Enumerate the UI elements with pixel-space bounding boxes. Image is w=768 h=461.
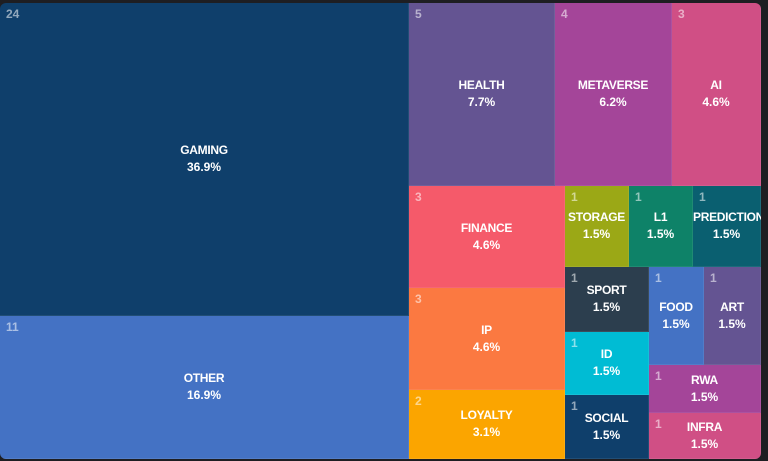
tile-percent: 7.7% (467, 95, 496, 109)
tile-health[interactable]: 5 HEALTH 7.7% (409, 3, 555, 186)
tile-percent: 1.5% (592, 300, 621, 314)
tile-label: METAVERSE 6.2% (555, 77, 671, 111)
tile-name: PREDICTION (693, 210, 761, 224)
treemap-frame: 24 GAMING 36.9% 11 OTHER 16.9% 5 HEALTH 7.7% 4 MET… (0, 3, 761, 459)
tile-percent: 1.5% (690, 389, 719, 404)
tile-social[interactable]: 1 SOCIAL 1.5% (565, 395, 649, 459)
tile-count: 1 (571, 336, 578, 350)
tile-sport[interactable]: 1 SPORT 1.5% (565, 267, 649, 332)
tile-storage[interactable]: 1 STORAGE 1.5% (565, 186, 629, 267)
tile-count: 3 (415, 292, 422, 306)
tile-label: GAMING 36.9% (0, 142, 408, 176)
tile-label: SOCIAL 1.5% (565, 410, 648, 444)
tile-id[interactable]: 1 ID 1.5% (565, 332, 649, 395)
tile-name: SOCIAL (584, 410, 629, 425)
tile-count: 1 (571, 399, 578, 413)
tile-name: FINANCE (460, 220, 513, 235)
tile-name: ID (600, 347, 613, 361)
tile-label: FOOD 1.5% (649, 299, 703, 333)
tile-name: LOYALTY (460, 408, 513, 422)
tile-ip[interactable]: 3 IP 4.6% (409, 288, 565, 390)
tile-name: RWA (691, 372, 718, 387)
tile-label: STORAGE 1.5% (565, 209, 628, 243)
tile-label: L1 1.5% (629, 209, 692, 243)
tile-percent: 4.6% (472, 339, 501, 354)
tile-name: METAVERSE (577, 78, 649, 92)
tile-name: GAMING (180, 143, 228, 157)
tile-count: 24 (6, 7, 20, 21)
tile-label: INFRA 1.5% (649, 419, 760, 453)
tile-count: 11 (6, 320, 19, 334)
tile-name: L1 (653, 210, 668, 224)
tile-prediction[interactable]: 1 PREDICTION 1.5% (693, 186, 761, 267)
tile-name: OTHER (183, 371, 225, 385)
tile-label: HEALTH 7.7% (409, 77, 554, 111)
tile-count: 1 (571, 271, 578, 285)
tile-name: STORAGE (567, 210, 626, 224)
tile-metaverse[interactable]: 4 METAVERSE 6.2% (555, 3, 672, 186)
tile-percent: 1.5% (662, 316, 690, 331)
tile-percent: 4.6% (702, 95, 730, 109)
tile-count: 5 (415, 7, 422, 21)
treemap-chart: 24 GAMING 36.9% 11 OTHER 16.9% 5 HEALTH 7.7% 4 MET… (0, 3, 761, 459)
tile-count: 2 (415, 394, 422, 408)
tile-count: 1 (710, 271, 717, 285)
tile-art[interactable]: 1 ART 1.5% (704, 267, 761, 365)
tile-label: IP 4.6% (409, 322, 564, 356)
tile-count: 1 (571, 190, 578, 204)
tile-percent: 3.1% (472, 425, 501, 439)
tile-label: FINANCE 4.6% (409, 220, 564, 254)
tile-name: INFRA (686, 419, 723, 434)
tile-percent: 1.5% (712, 227, 741, 241)
tile-name: ART (720, 299, 744, 314)
tile-infra[interactable]: 1 INFRA 1.5% (649, 413, 761, 459)
tile-l1[interactable]: 1 L1 1.5% (629, 186, 693, 267)
tile-percent: 4.6% (472, 237, 501, 252)
tile-percent: 6.2% (599, 95, 627, 109)
tile-percent: 1.5% (646, 227, 675, 241)
tile-count: 1 (699, 190, 706, 204)
tile-loyalty[interactable]: 2 LOYALTY 3.1% (409, 390, 565, 459)
tile-other[interactable]: 11 OTHER 16.9% (0, 316, 409, 459)
tile-finance[interactable]: 3 FINANCE 4.6% (409, 186, 565, 288)
tile-label: RWA 1.5% (649, 372, 760, 406)
tile-percent: 1.5% (582, 227, 611, 241)
tile-gaming[interactable]: 24 GAMING 36.9% (0, 3, 409, 316)
tile-percent: 1.5% (718, 316, 746, 331)
tile-label: AI 4.6% (672, 77, 760, 111)
tile-food[interactable]: 1 FOOD 1.5% (649, 267, 704, 365)
tile-name: AI (710, 78, 722, 92)
tile-count: 1 (655, 369, 662, 383)
tile-count: 4 (561, 7, 568, 21)
tile-count: 1 (655, 417, 662, 431)
tile-name: HEALTH (458, 78, 505, 92)
tile-label: PREDICTION 1.5% (693, 209, 761, 243)
tile-label: ART 1.5% (704, 299, 760, 333)
tile-percent: 36.9% (186, 160, 222, 174)
tile-label: ID 1.5% (565, 346, 648, 380)
tile-count: 1 (635, 190, 642, 204)
tile-count: 1 (655, 271, 662, 285)
tile-name: IP (481, 322, 492, 337)
tile-label: SPORT 1.5% (565, 282, 648, 316)
tile-count: 3 (415, 190, 422, 204)
tile-percent: 1.5% (592, 364, 621, 378)
tile-percent: 16.9% (186, 388, 222, 402)
tile-rwa[interactable]: 1 RWA 1.5% (649, 365, 761, 413)
tile-count: 3 (678, 7, 685, 21)
tile-name: SPORT (586, 283, 627, 297)
tile-percent: 1.5% (592, 427, 621, 442)
tile-name: FOOD (659, 299, 693, 314)
tile-percent: 1.5% (690, 436, 719, 451)
tile-label: OTHER 16.9% (0, 370, 408, 404)
tile-label: LOYALTY 3.1% (409, 407, 564, 441)
tile-ai[interactable]: 3 AI 4.6% (672, 3, 761, 186)
